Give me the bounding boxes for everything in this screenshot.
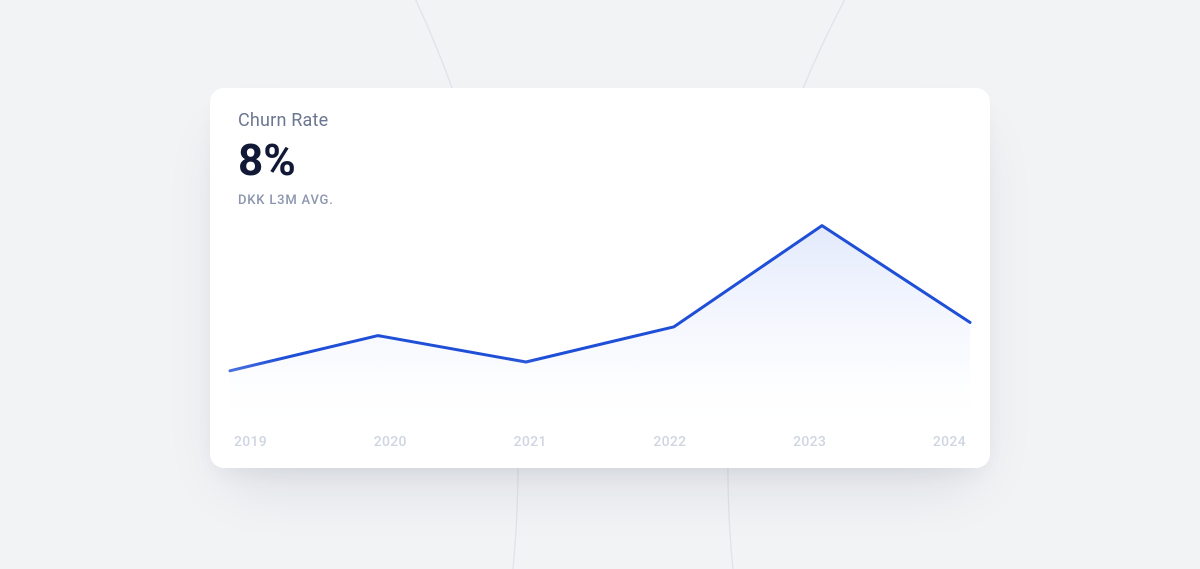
chart-area: 201920202021202220232024: [210, 88, 990, 468]
churn-rate-card: Churn Rate 8% DKK L3M AVG. 2019202020212…: [210, 88, 990, 468]
churn-area-chart: [210, 88, 990, 468]
